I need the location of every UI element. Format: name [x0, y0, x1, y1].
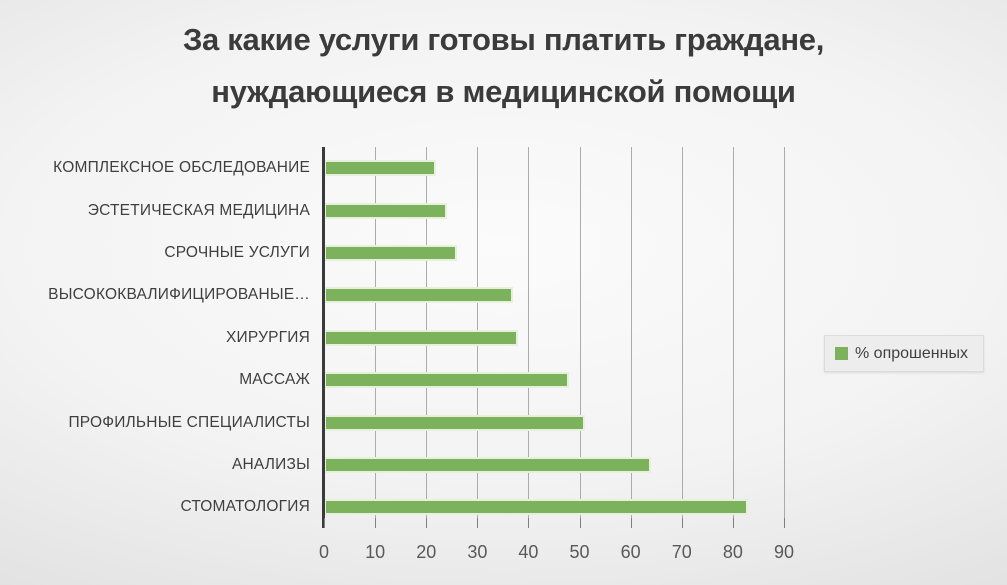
- bar-1[interactable]: [324, 160, 437, 177]
- axis-tick: [681, 518, 683, 528]
- bar-6[interactable]: [324, 372, 570, 389]
- axis-tick-label: 20: [416, 542, 437, 562]
- gridline: [784, 147, 785, 518]
- bar-3[interactable]: [324, 245, 457, 261]
- category-label: СРОЧНЫЕ УСЛУГИ: [164, 243, 310, 261]
- gridline: [732, 147, 734, 518]
- bar-7[interactable]: [324, 414, 585, 431]
- axis-tick: [528, 518, 530, 528]
- legend-marker-icon: [835, 347, 848, 360]
- chart-title-line1: За какие услуги готовы платить граждане,: [182, 22, 825, 57]
- axis-tick: [324, 518, 325, 528]
- axis-tick: [375, 518, 377, 528]
- chart-title-line2: нуждающиеся в медицинской помощи: [211, 74, 796, 109]
- bar-series: [324, 147, 791, 529]
- category-axis-labels: КОМПЛЕКСНОЕ ОБСЛЕДОВАНИЕ ЭСТЕТИЧЕСКАЯ МЕД…: [0, 147, 312, 529]
- legend[interactable]: % опрошенных: [824, 335, 984, 372]
- category-axis-line: [322, 147, 325, 528]
- axis-tick: [579, 518, 581, 528]
- axis-tick-label: 40: [518, 542, 539, 562]
- gridline: [630, 147, 632, 518]
- axis-tick: [784, 518, 785, 528]
- axis-tick-label: 60: [620, 542, 641, 562]
- axis-tick-label: 90: [773, 542, 795, 562]
- category-label: СТОМАТОЛОГИЯ: [180, 498, 310, 516]
- category-label: ХИРУРГИЯ: [226, 328, 310, 346]
- category-label: ВЫСОКОКВАЛИФИЦИРОВАНЫЕ…: [48, 286, 310, 304]
- axis-tick: [630, 518, 632, 528]
- gridline: [681, 147, 683, 518]
- axis-tick-label: 80: [722, 542, 743, 562]
- gridline: [579, 147, 581, 518]
- bar-4[interactable]: [324, 287, 514, 304]
- category-label: ЭСТЕТИЧЕСКАЯ МЕДИЦИНА: [87, 201, 310, 219]
- axis-tick: [477, 518, 479, 528]
- chart-title: За какие услуги готовы платить граждане,…: [0, 14, 1007, 118]
- category-label: ПРОФИЛЬНЫЕ СПЕЦИАЛИСТЫ: [68, 413, 310, 431]
- axis-tick-label: 50: [569, 542, 590, 562]
- axis-tick-label: 0: [318, 542, 330, 562]
- axis-tick: [732, 518, 734, 528]
- category-label: КОМПЛЕКСНОЕ ОБСЛЕДОВАНИЕ: [53, 159, 310, 177]
- axis-tick-label: 30: [467, 542, 488, 562]
- legend-label: % опрошенных: [855, 344, 968, 362]
- bar-5[interactable]: [324, 329, 519, 346]
- axis-tick: [426, 518, 428, 528]
- category-label: АНАЛИЗЫ: [231, 455, 310, 473]
- bar-9[interactable]: [324, 499, 749, 516]
- bar-2[interactable]: [324, 202, 447, 219]
- axis-tick-label: 10: [365, 542, 386, 562]
- bar-8[interactable]: [324, 457, 652, 473]
- category-label: МАССАЖ: [239, 371, 310, 389]
- gridline: [528, 147, 530, 518]
- axis-tick-label: 70: [671, 542, 692, 562]
